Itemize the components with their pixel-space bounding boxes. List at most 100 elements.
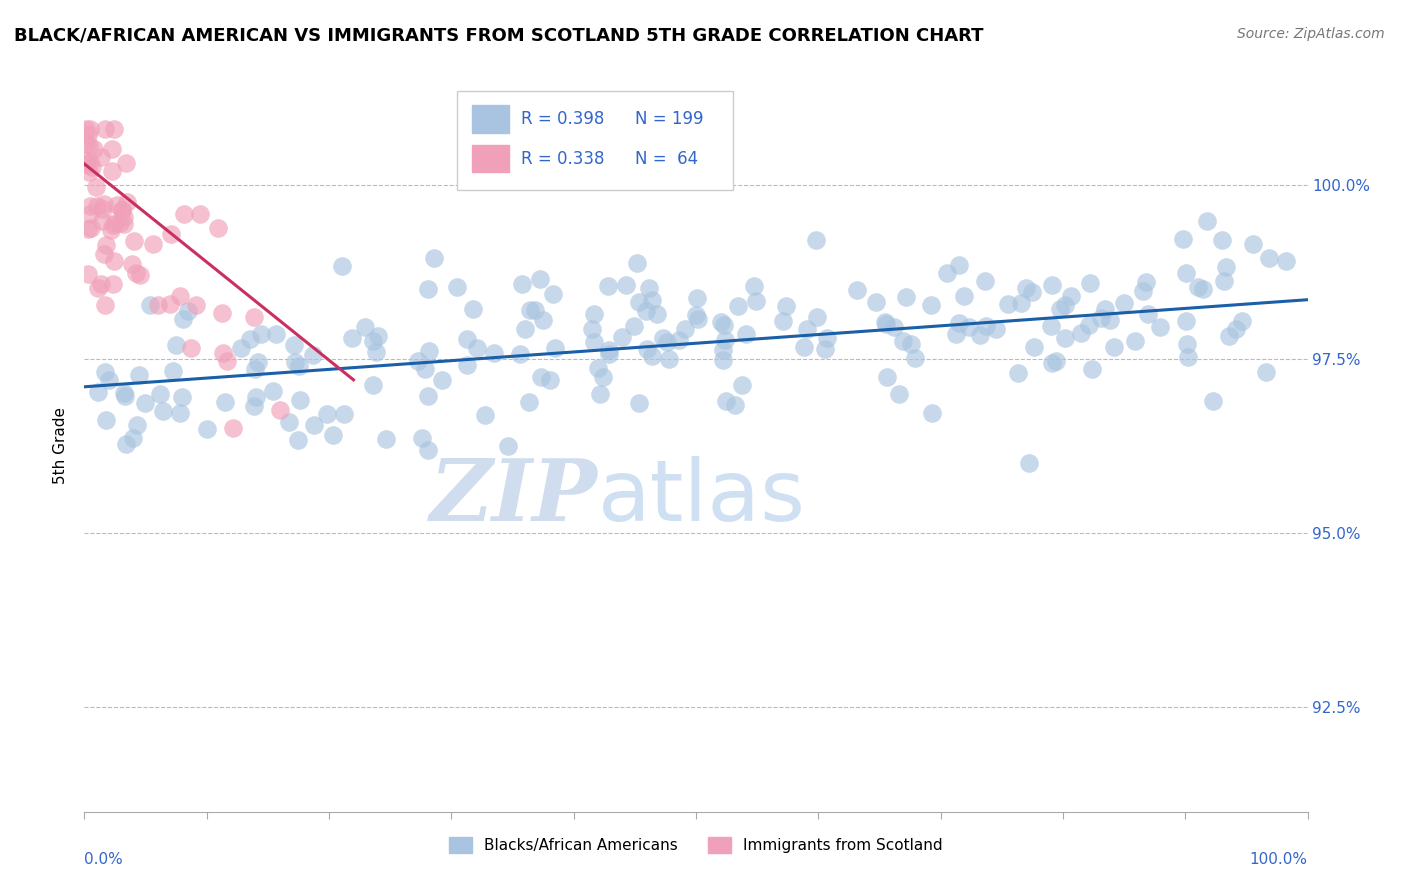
Text: R = 0.338: R = 0.338 bbox=[522, 150, 605, 168]
Point bbox=[446, 280, 468, 294]
Point bbox=[519, 302, 541, 317]
Point bbox=[214, 394, 236, 409]
Point bbox=[1197, 214, 1219, 228]
Point bbox=[636, 342, 658, 356]
Point bbox=[513, 322, 536, 336]
Point bbox=[1010, 296, 1032, 310]
Point bbox=[416, 389, 439, 403]
Point bbox=[367, 329, 389, 343]
Point bbox=[876, 370, 898, 384]
Point bbox=[984, 322, 1007, 336]
Point bbox=[529, 369, 551, 384]
Point bbox=[509, 347, 531, 361]
Point bbox=[186, 298, 208, 312]
Point bbox=[333, 407, 356, 421]
Point bbox=[101, 218, 124, 232]
Point bbox=[195, 422, 218, 436]
Point bbox=[90, 277, 112, 291]
Point bbox=[582, 334, 605, 349]
Point bbox=[793, 340, 815, 354]
Text: N =  64: N = 64 bbox=[636, 150, 697, 168]
Point bbox=[714, 393, 737, 408]
Point bbox=[103, 122, 125, 136]
Point bbox=[1225, 322, 1247, 336]
Point bbox=[149, 387, 172, 401]
Point bbox=[93, 247, 115, 261]
Point bbox=[222, 420, 245, 434]
Point bbox=[160, 227, 183, 242]
Point bbox=[152, 404, 174, 418]
Point bbox=[75, 157, 97, 171]
Point bbox=[86, 199, 108, 213]
Point bbox=[98, 374, 121, 388]
Point bbox=[111, 202, 134, 217]
FancyBboxPatch shape bbox=[472, 145, 509, 172]
Point bbox=[1078, 318, 1101, 332]
Point bbox=[75, 122, 97, 136]
Point bbox=[246, 354, 269, 368]
Point bbox=[93, 122, 115, 136]
Point bbox=[531, 313, 554, 327]
Text: Source: ZipAtlas.com: Source: ZipAtlas.com bbox=[1237, 27, 1385, 41]
Point bbox=[742, 279, 765, 293]
Point bbox=[77, 222, 100, 236]
Point bbox=[582, 307, 605, 321]
Point bbox=[734, 327, 756, 342]
Point bbox=[115, 437, 138, 451]
Point bbox=[900, 336, 922, 351]
Point bbox=[1123, 334, 1146, 348]
Point bbox=[264, 327, 287, 342]
Point bbox=[714, 333, 737, 347]
Point bbox=[128, 368, 150, 383]
Point bbox=[1241, 237, 1264, 252]
Point bbox=[416, 282, 439, 296]
Point bbox=[115, 194, 138, 209]
Point bbox=[651, 331, 673, 345]
Point bbox=[846, 283, 869, 297]
Point bbox=[93, 197, 115, 211]
Point bbox=[342, 331, 364, 345]
Point bbox=[302, 348, 325, 362]
Point bbox=[529, 272, 551, 286]
Point bbox=[647, 307, 669, 321]
Point bbox=[90, 150, 112, 164]
Point bbox=[114, 156, 136, 170]
Point bbox=[1007, 366, 1029, 380]
Point bbox=[80, 220, 103, 235]
Point bbox=[1090, 311, 1112, 326]
Point bbox=[713, 343, 735, 357]
Point bbox=[1018, 456, 1040, 470]
Text: BLACK/AFRICAN AMERICAN VS IMMIGRANTS FROM SCOTLAND 5TH GRADE CORRELATION CHART: BLACK/AFRICAN AMERICAN VS IMMIGRANTS FRO… bbox=[14, 27, 984, 45]
Point bbox=[188, 207, 211, 221]
Point bbox=[122, 431, 145, 445]
Point bbox=[76, 267, 98, 281]
Point bbox=[211, 306, 233, 320]
Point bbox=[673, 322, 696, 336]
Point bbox=[79, 207, 101, 221]
Point bbox=[636, 304, 658, 318]
Point bbox=[945, 326, 967, 341]
Point bbox=[112, 385, 135, 400]
Text: R = 0.398: R = 0.398 bbox=[522, 110, 605, 128]
Point bbox=[121, 257, 143, 271]
Point bbox=[655, 335, 678, 350]
Point bbox=[322, 427, 344, 442]
Point bbox=[510, 277, 533, 291]
Point bbox=[1132, 284, 1154, 298]
Point bbox=[112, 210, 135, 224]
Point bbox=[628, 295, 651, 310]
Point bbox=[1024, 341, 1046, 355]
Point bbox=[626, 256, 648, 270]
Point bbox=[1094, 302, 1116, 317]
Point bbox=[330, 259, 353, 273]
Point bbox=[727, 299, 749, 313]
Point bbox=[134, 396, 156, 410]
Point bbox=[640, 349, 662, 363]
Point bbox=[668, 333, 690, 347]
Point bbox=[408, 354, 430, 368]
Point bbox=[1040, 356, 1063, 370]
Point bbox=[1175, 337, 1198, 351]
Point bbox=[110, 216, 132, 230]
Point bbox=[814, 343, 837, 357]
Point bbox=[1021, 285, 1043, 299]
